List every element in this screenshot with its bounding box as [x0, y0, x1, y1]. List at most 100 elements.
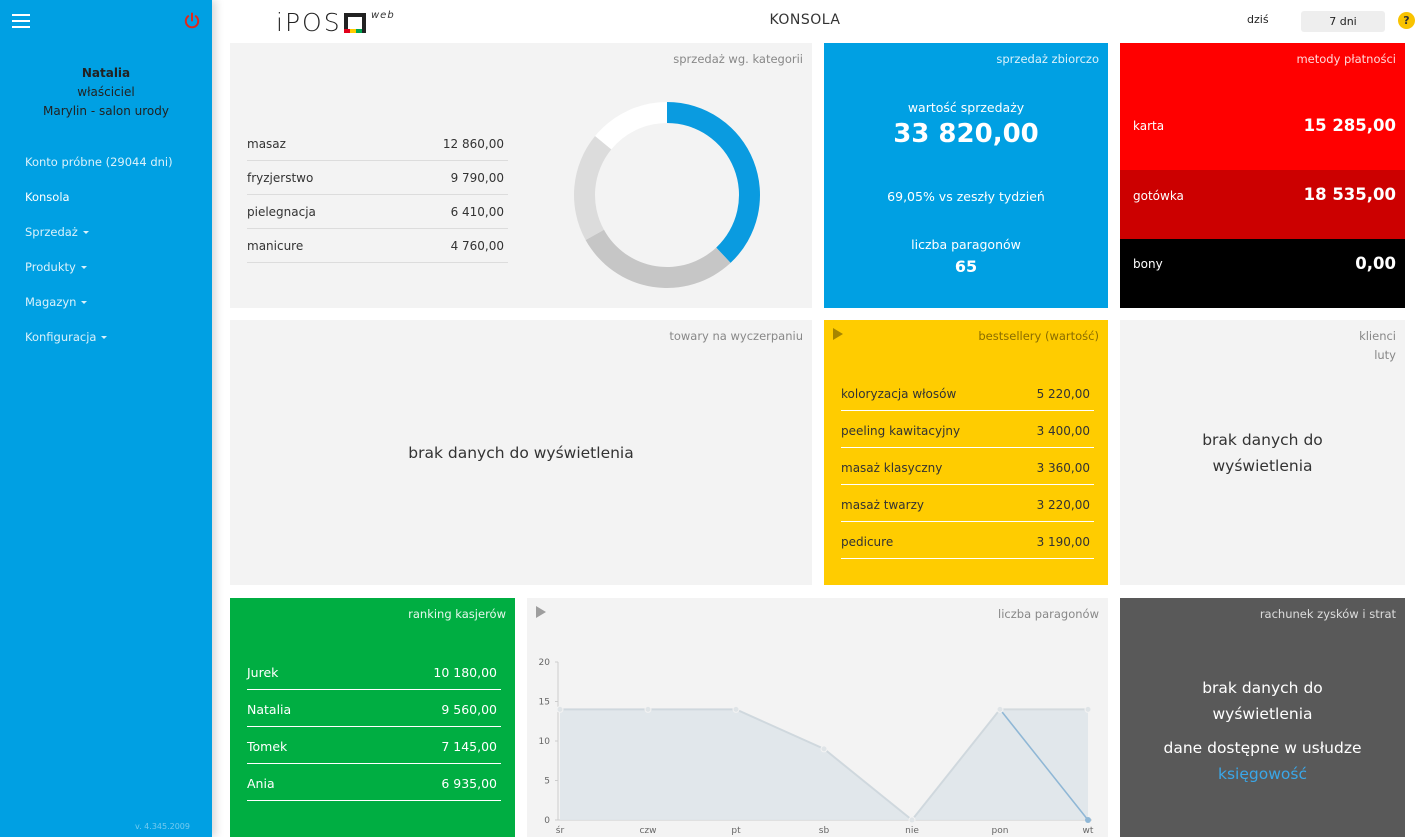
y-tick-label: 20 [539, 658, 551, 668]
data-point[interactable] [644, 705, 652, 713]
data-point[interactable] [556, 705, 564, 713]
table-row: pielegnacja 6 410,00 [247, 195, 508, 229]
tile-title: bestsellery (wartość) [978, 329, 1099, 343]
table-row: fryzjerstwo 9 790,00 [247, 161, 508, 195]
y-tick-label: 15 [539, 698, 550, 708]
x-tick-label: sb [819, 826, 830, 836]
x-tick-label: czw [639, 826, 656, 836]
payment-row-card: karta 15 285,00 [1120, 43, 1405, 170]
comparison-text: 69,05% vs zeszły tydzień [887, 189, 1045, 204]
tile-clients: klienci luty brak danych do wyświetlenia [1120, 320, 1405, 585]
tile-low-stock: towary na wyczerpaniu brak danych do wyś… [230, 320, 812, 585]
cashier-name: Tomek [247, 739, 288, 754]
donut-slice[interactable] [595, 102, 667, 150]
play-icon[interactable] [833, 328, 843, 340]
product-value: 5 220,00 [1036, 387, 1090, 401]
pnl-note: dane dostępne w usłudze księgowość [1120, 735, 1405, 787]
version-label: v. 4.345.2009 [134, 822, 190, 831]
category-donut-chart[interactable] [570, 98, 764, 292]
y-tick-label: 10 [539, 737, 551, 747]
hamburger-icon[interactable] [12, 14, 30, 28]
payment-value: 15 285,00 [1303, 116, 1396, 135]
sidebar-item-label: Konfiguracja [25, 330, 97, 344]
logo-suffix: web [371, 10, 395, 21]
payment-label: bony [1133, 257, 1163, 271]
list-item: Ania 6 935,00 [247, 764, 501, 801]
receipts-area-chart: 0 5 10 15 20 śr czw pt sb nie pon wt [539, 658, 1094, 836]
tile-title: ranking kasjerów [408, 607, 506, 621]
receipts-count-label: liczba paragonów [911, 237, 1021, 252]
power-icon[interactable] [183, 12, 201, 30]
category-value: 12 860,00 [442, 137, 504, 151]
cashier-name: Jurek [247, 665, 279, 680]
sidebar-item-konfiguracja[interactable]: Konfiguracja [25, 330, 108, 344]
logo-text: iPOS [276, 8, 342, 37]
table-row: manicure 4 760,00 [247, 229, 508, 263]
list-item: masaż klasyczny 3 360,00 [841, 448, 1094, 485]
data-point[interactable] [996, 705, 1004, 713]
sales-value-label: wartość sprzedaży [907, 100, 1025, 115]
tile-cashier-ranking: ranking kasjerów Jurek 10 180,00 Natalia 9… [230, 598, 515, 837]
y-tick-label: 0 [544, 816, 550, 826]
receipts-count-value: 65 [954, 257, 978, 276]
sidebar-item-trial-account[interactable]: Konto próbne (29044 dni) [25, 155, 173, 169]
series-area [560, 709, 1088, 820]
data-point[interactable] [820, 745, 828, 753]
caret-down-icon [101, 336, 108, 339]
donut-slice[interactable] [585, 229, 731, 288]
list-item: pedicure 3 190,00 [841, 522, 1094, 559]
list-item: Jurek 10 180,00 [247, 653, 501, 690]
payment-row-vouchers: bony 0,00 [1120, 239, 1405, 308]
sidebar-item-produkty[interactable]: Produkty [25, 260, 87, 274]
accounting-link[interactable]: księgowość [1218, 765, 1307, 783]
product-name: pedicure [841, 535, 894, 549]
tile-title: rachunek zysków i strat [1259, 607, 1396, 621]
data-point[interactable] [1085, 817, 1091, 823]
sidebar-item-label: Konsola [25, 190, 70, 204]
tile-title: towary na wyczerpaniu [669, 329, 803, 343]
period-today-button[interactable]: dziś [1247, 13, 1269, 26]
x-tick-label: pon [992, 826, 1009, 836]
play-icon[interactable] [536, 606, 546, 618]
cashier-value: 9 560,00 [441, 702, 497, 717]
data-point[interactable] [1084, 705, 1092, 713]
donut-slice[interactable] [574, 136, 612, 240]
payment-value: 18 535,00 [1303, 185, 1396, 204]
x-tick-label: nie [905, 826, 919, 836]
period-7-days-button[interactable]: 7 dni [1301, 11, 1385, 32]
sidebar-item-label: Produkty [25, 260, 76, 274]
tile-title: sprzedaż zbiorczo [996, 52, 1099, 66]
tile-title-period: luty [1374, 348, 1396, 362]
tile-profit-loss: rachunek zysków i strat brak danych do w… [1120, 598, 1405, 837]
data-point[interactable] [732, 705, 740, 713]
list-item: peeling kawitacyjny 3 400,00 [841, 411, 1094, 448]
cashier-value: 6 935,00 [441, 776, 497, 791]
user-role: właściciel [77, 85, 135, 99]
caret-down-icon [82, 231, 89, 234]
donut-slice[interactable] [667, 102, 760, 263]
caret-down-icon [81, 301, 88, 304]
category-name: pielegnacja [247, 205, 316, 219]
help-icon[interactable]: ? [1398, 12, 1415, 29]
category-value: 6 410,00 [450, 205, 504, 219]
list-item: koloryzacja włosów 5 220,00 [841, 374, 1094, 411]
sidebar-item-label: Konto próbne (29044 dni) [25, 155, 173, 169]
empty-state-text: brak danych do wyświetlenia [408, 444, 634, 462]
sidebar-item-konsola[interactable]: Konsola [25, 190, 70, 204]
series-line-highlight [999, 708, 1089, 821]
category-value: 4 760,00 [450, 239, 504, 253]
product-name: koloryzacja włosów [841, 387, 957, 401]
sidebar-item-sprzedaz[interactable]: Sprzedaż [25, 225, 89, 239]
product-name: masaż twarzy [841, 498, 924, 512]
list-item: masaż twarzy 3 220,00 [841, 485, 1094, 522]
payment-label: karta [1133, 119, 1165, 133]
product-value: 3 400,00 [1036, 424, 1090, 438]
x-tick-label: śr [556, 825, 565, 836]
tile-title: sprzedaż wg. kategorii [673, 52, 803, 66]
y-tick-label: 5 [544, 777, 550, 787]
sidebar-item-magazyn[interactable]: Magazyn [25, 295, 88, 309]
logo-mark-icon [344, 13, 366, 33]
category-name: manicure [247, 239, 304, 253]
data-point[interactable] [908, 816, 916, 824]
tile-title: liczba paragonów [998, 607, 1099, 621]
